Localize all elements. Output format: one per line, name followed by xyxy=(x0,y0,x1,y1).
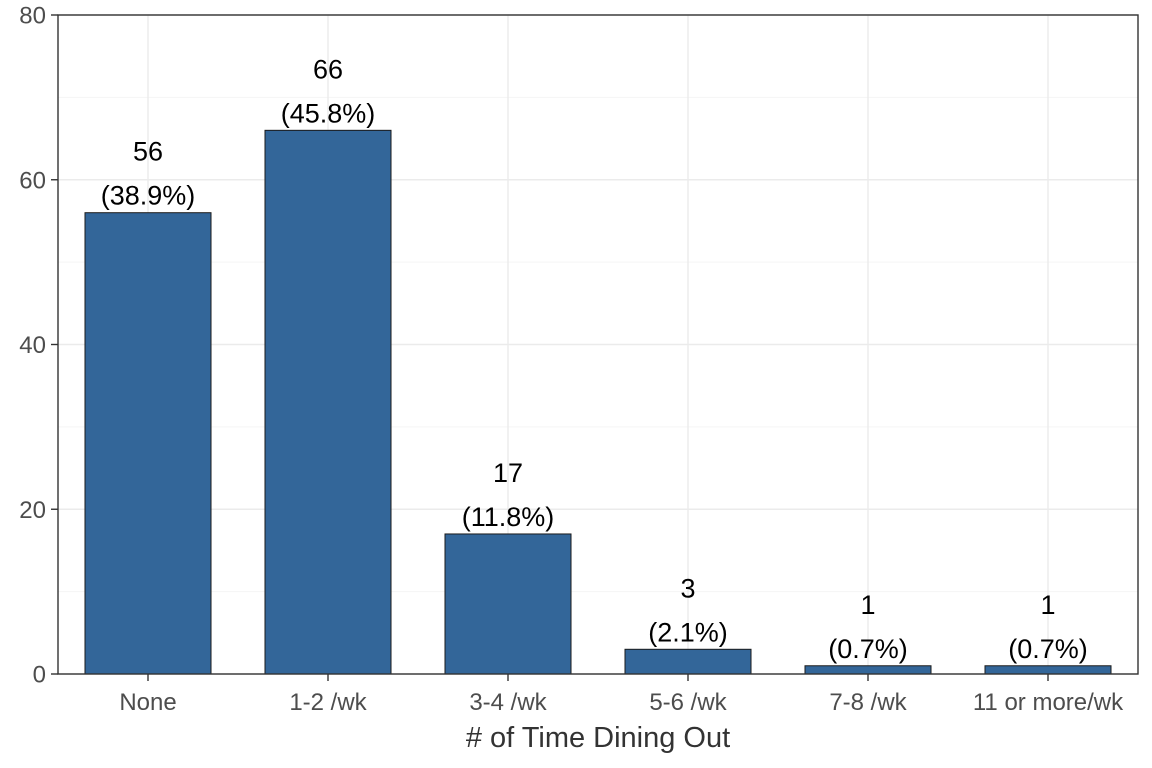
bar xyxy=(804,665,932,675)
bar-count-label: 1 xyxy=(860,590,875,620)
y-axis: 0 20 40 60 80 xyxy=(19,3,58,689)
y-tick-label: 40 xyxy=(19,332,46,359)
y-tick-label: 0 xyxy=(33,662,46,689)
bars xyxy=(84,129,1112,675)
bar-percent-label: (2.1%) xyxy=(648,617,728,647)
bar-labels: (38.9%) 56 (45.8%) 66 (11.8%) 17 (2.1%) 3 (0.7%)… xyxy=(101,54,1088,663)
x-tick-label: 7-8 /wk xyxy=(829,689,907,716)
bar-count-label: 17 xyxy=(493,458,523,488)
bar-percent-label: (0.7%) xyxy=(1008,634,1088,664)
bar-count-label: 3 xyxy=(680,573,695,603)
grid-lines xyxy=(58,14,1138,675)
x-axis-title: # of Time Dining Out xyxy=(466,722,730,754)
y-tick-label: 60 xyxy=(19,167,46,194)
bar-percent-label: (0.7%) xyxy=(828,634,908,664)
bar xyxy=(624,648,752,675)
bar-count-label: 66 xyxy=(313,54,343,84)
x-tick-label: 1-2 /wk xyxy=(289,689,367,716)
x-axis: None 1-2 /wk 3-4 /wk 5-6 /wk 7-8 /wk 11 or mo… xyxy=(119,674,1124,716)
x-tick-label: 11 or more/wk xyxy=(973,689,1124,716)
x-tick-label: 3-4 /wk xyxy=(469,689,547,716)
bar-count-label: 1 xyxy=(1040,590,1055,620)
bar xyxy=(264,129,392,675)
bar-percent-label: (38.9%) xyxy=(101,181,196,211)
bar xyxy=(984,665,1112,675)
y-tick-label: 20 xyxy=(19,497,46,524)
x-tick-label: None xyxy=(119,689,176,716)
bar xyxy=(84,212,212,675)
bar-count-label: 56 xyxy=(133,137,163,167)
bar-percent-label: (45.8%) xyxy=(281,98,376,128)
bar xyxy=(444,533,572,675)
x-tick-label: 5-6 /wk xyxy=(649,689,727,716)
y-tick-label: 80 xyxy=(19,3,46,30)
bar-percent-label: (11.8%) xyxy=(462,502,555,532)
